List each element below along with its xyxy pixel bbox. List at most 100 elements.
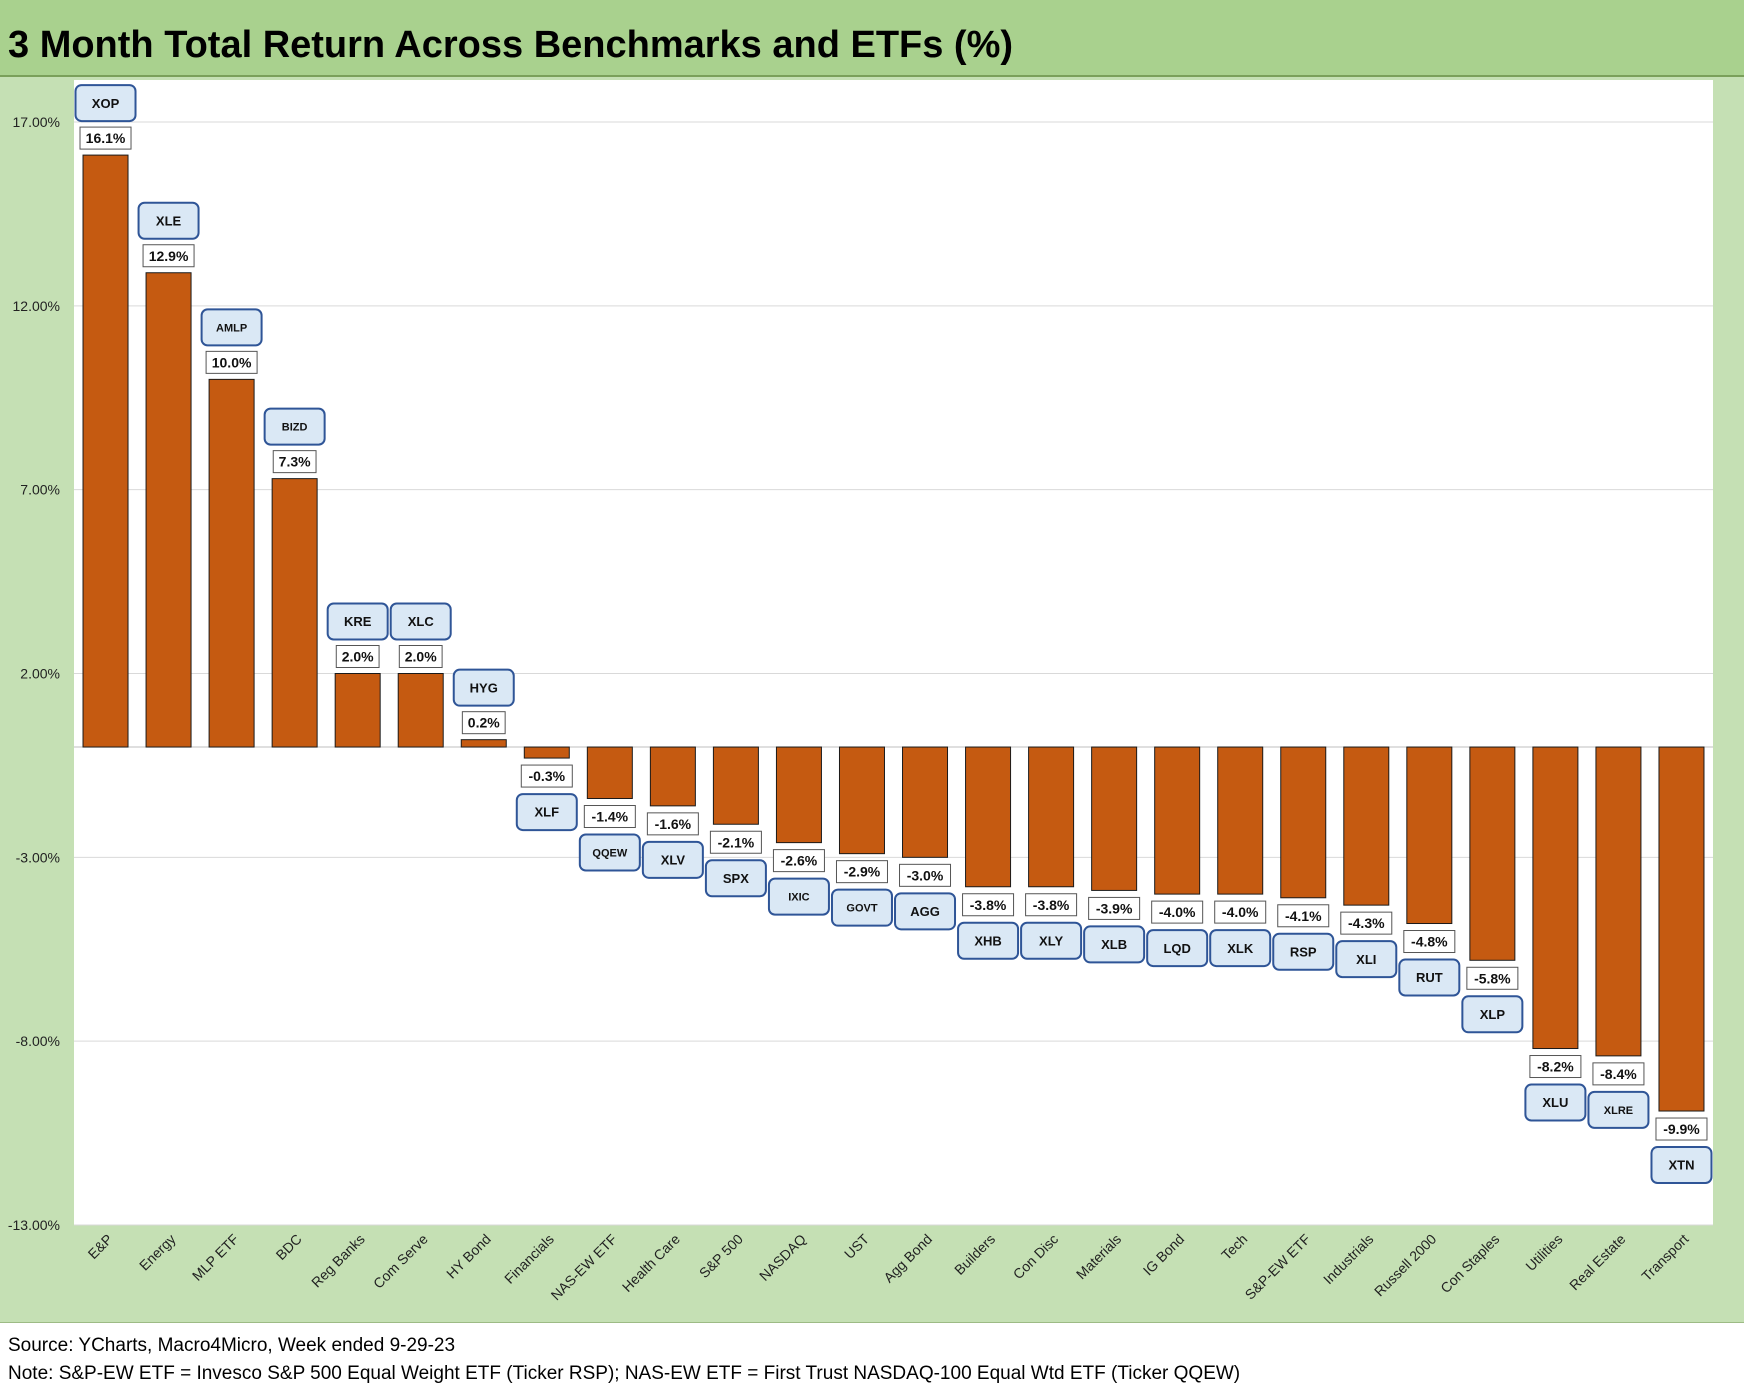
ticker-label: IXIC [767,877,830,916]
ticker-label: XLRE [1587,1090,1650,1129]
bar [397,673,444,748]
ticker-label: XLK [1209,929,1272,968]
ticker-label-text: XLRE [1604,1105,1633,1117]
data-label: -8.2% [1529,1055,1582,1079]
data-label-text: -5.8% [1474,970,1511,986]
chart-footer: Source: YCharts, Macro4Micro, Week ended… [0,1322,1744,1395]
data-label: -1.4% [583,805,636,829]
data-label-box [1403,930,1456,954]
ticker-label-box [1524,1083,1587,1122]
data-label-text: -3.0% [907,867,944,883]
ticker-label-text: XLB [1101,937,1127,952]
x-tick-label: Com Serve [370,1231,431,1292]
data-label-text: -4.0% [1222,904,1259,920]
x-tick-label: Tech [1218,1231,1250,1263]
data-label: -2.1% [709,830,762,854]
bar [775,746,822,844]
x-tick-label: S&P-EW ETF [1242,1231,1314,1303]
ticker-label: QQEW [578,833,641,872]
data-label: 12.9% [142,244,195,268]
data-label-box [772,849,825,873]
data-label-text: -4.1% [1285,908,1322,924]
data-label-box [520,764,573,788]
bar [271,478,318,748]
x-tick-label: Con Disc [1010,1231,1061,1282]
y-tick-label: 2.00% [20,666,60,682]
ticker-label-box [137,201,200,240]
data-label: -1.6% [646,812,699,836]
ticker-label-box [263,407,326,446]
data-label-box [962,893,1015,917]
ticker-label: XTN [1650,1146,1713,1185]
data-label-box [1592,1062,1645,1086]
data-label-text: 7.3% [279,454,311,470]
ticker-label-text: HYG [470,680,498,695]
data-label: 2.0% [335,645,380,668]
ticker-label-box [1461,995,1524,1034]
ticker-label-box [1209,929,1272,968]
data-label: -4.8% [1403,930,1456,954]
bar [649,746,696,807]
title-bar: 3 Month Total Return Across Benchmarks a… [0,0,1744,77]
x-tick-label: Agg Bond [880,1231,935,1286]
data-label-box [205,350,258,374]
x-tick-label: BDC [273,1231,305,1263]
ticker-label-text: IXIC [788,892,809,904]
ticker-label-box [452,668,515,707]
x-tick-label: NASDAQ [756,1231,809,1284]
x-tick-label: Energy [136,1231,179,1274]
ticker-label: AGG [894,892,957,931]
ticker-label-text: XLU [1542,1095,1568,1110]
data-label-text: -0.3% [528,768,565,784]
x-tick-label: Transport [1638,1231,1691,1284]
bar [1217,746,1264,895]
bar [1091,746,1138,891]
x-tick-label: IG Bond [1140,1231,1188,1279]
ticker-label-text: XHB [974,933,1001,948]
data-label-box [583,805,636,829]
data-label-box [1466,966,1519,990]
ticker-label-box [830,888,893,927]
data-label-box [461,711,506,735]
y-tick-label: -3.00% [16,849,60,865]
chart-title: 3 Month Total Return Across Benchmarks a… [8,24,1014,66]
data-label: -3.0% [899,863,952,887]
ticker-label: XHB [957,921,1020,960]
x-tick-label: Financials [501,1231,557,1287]
data-label-text: 2.0% [342,649,374,665]
data-label: 0.2% [461,711,506,735]
ticker-label-box [1020,921,1083,960]
data-label-box [272,450,317,474]
data-label-text: -4.0% [1159,904,1196,920]
ticker-label-text: XLI [1356,952,1376,967]
ticker-label-text: GOVT [846,903,877,915]
data-label-box [899,863,952,887]
ticker-label-text: XLY [1039,933,1063,948]
data-label-box [646,812,699,836]
x-tick-label: Con Staples [1437,1231,1502,1296]
x-tick-label: Industrials [1320,1231,1376,1287]
data-label-text: -3.8% [970,897,1007,913]
ticker-label-text: XTN [1668,1158,1694,1173]
data-label-text: -8.4% [1600,1066,1637,1082]
ticker-label-text: XLP [1480,1007,1506,1022]
y-tick-label: -13.00% [8,1217,60,1233]
x-tick-label: Russell 2000 [1371,1231,1440,1300]
data-label: -2.9% [835,860,888,884]
ticker-label: KRE [326,602,389,641]
bar [1154,746,1201,895]
bar [145,272,192,748]
x-tick-label: Reg Banks [308,1231,368,1291]
ticker-label-box [957,921,1020,960]
ticker-label: HYG [452,668,515,707]
bar [1280,746,1327,899]
ticker-label-text: QQEW [592,847,627,859]
plot-area [74,80,1713,1225]
ticker-label-text: XLF [535,805,560,820]
x-tick-label: Real Estate [1566,1231,1629,1294]
ticker-label: AMLP [200,308,263,347]
bar [965,746,1012,888]
source-note: Source: YCharts, Macro4Micro, Week ended… [8,1335,456,1356]
ticker-label: RSP [1272,932,1335,971]
